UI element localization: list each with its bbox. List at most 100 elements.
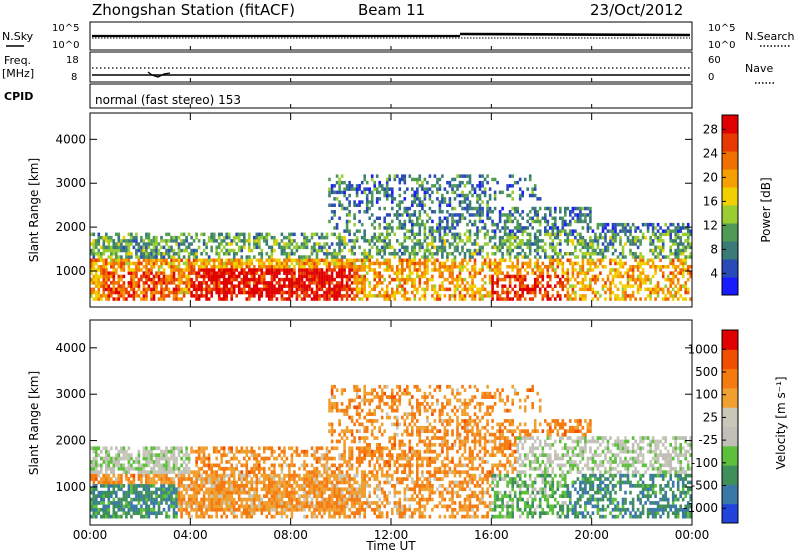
echo-cell-465 <box>165 274 168 279</box>
echo-cell-1122 <box>280 261 284 266</box>
echo-cell-128 <box>110 290 113 295</box>
echo-cell-2788 <box>506 193 509 198</box>
echo-cell-1400 <box>325 232 329 237</box>
echo-cell-1742 <box>370 287 374 292</box>
echo-cell-725 <box>210 235 213 240</box>
echo-cell-3392 <box>601 284 605 288</box>
echo-cell-224 <box>125 477 128 481</box>
echo-cell-922 <box>245 277 249 282</box>
echo-cell-3282 <box>581 255 585 259</box>
echo-cell-673 <box>202 277 206 282</box>
echo-cell-110 <box>105 446 108 451</box>
echo-cell-2865 <box>516 226 519 230</box>
echo-cell-3200 <box>569 261 572 266</box>
echo-cell-2963 <box>531 271 534 275</box>
echo-cell-710 <box>207 239 211 243</box>
echo-cell-874 <box>230 456 233 461</box>
echo-cell-446 <box>162 294 166 298</box>
echo-cell-578 <box>185 281 188 285</box>
echo-cell-739 <box>210 504 213 509</box>
echo-cell-126 <box>107 460 111 464</box>
echo-cell-2422 <box>458 284 462 288</box>
echo-cell-699 <box>207 297 211 301</box>
echo-cell-2250 <box>436 197 439 201</box>
echo-cell-945 <box>248 242 251 246</box>
echo-cell-2399 <box>453 184 457 188</box>
echo-cell-654 <box>197 265 201 269</box>
echo-cell-1906 <box>393 297 397 301</box>
echo-cell-3068 <box>546 232 550 237</box>
echo-cell-1515 <box>340 271 344 275</box>
echo-cell-234 <box>127 284 131 288</box>
echo-cell-2825 <box>511 229 514 233</box>
echo-cell-2362 <box>451 261 454 266</box>
echo-cell-865 <box>230 494 233 498</box>
echo-cell-1961 <box>401 274 404 279</box>
echo-cell-345 <box>145 460 148 464</box>
echo-cell-1429 <box>330 258 334 262</box>
echo-cell-2136 <box>421 206 424 211</box>
echo-cell-2066 <box>413 252 417 256</box>
echo-cell-144 <box>112 507 116 512</box>
echo-cell-1098 <box>275 261 279 266</box>
echo-cell-1799 <box>378 261 381 266</box>
echo-cell-1512 <box>340 281 344 285</box>
echo-cell-77 <box>102 294 106 298</box>
echo-cell-3766 <box>674 229 677 233</box>
echo-cell-1725 <box>368 284 371 288</box>
echo-cell-1819 <box>380 248 384 253</box>
echo-cell-1471 <box>335 258 339 262</box>
echo-cell-258 <box>130 252 133 256</box>
echo-cell-2768 <box>503 222 507 227</box>
echo-cell-1307 <box>310 232 314 237</box>
echo-cell-1199 <box>293 265 296 269</box>
echo-cell-1928 <box>396 239 399 243</box>
echo-cell-2361 <box>451 265 454 269</box>
echo-cell-17 <box>92 281 96 285</box>
echo-cell-3617 <box>646 294 650 298</box>
echo-cell-2217 <box>431 226 434 230</box>
echo-cell-261 <box>130 235 133 240</box>
echo-cell-2996 <box>536 281 539 285</box>
echo-cell-2666 <box>488 193 492 198</box>
echo-cell-1001 <box>258 239 261 243</box>
echo-cell-988 <box>258 294 261 298</box>
echo-cell-1868 <box>385 177 389 182</box>
echo-cell-3578 <box>636 261 640 266</box>
echo-cell-866 <box>230 490 233 495</box>
echo-cell-3559 <box>634 297 637 301</box>
echo-cell-930 <box>248 297 251 301</box>
echo-cell-2307 <box>443 261 447 266</box>
echo-cell-636 <box>192 487 196 492</box>
echo-cell-169 <box>115 456 118 461</box>
echo-cell-2185 <box>426 190 429 195</box>
echo-cell-1924 <box>396 271 399 275</box>
echo-cell-467 <box>165 258 168 262</box>
echo-cell-3579 <box>636 255 640 259</box>
echo-cell-3251 <box>576 216 580 220</box>
power-colorbar-swatch-2 <box>722 241 738 260</box>
echo-cell-2713 <box>496 268 499 272</box>
echo-cell-3360 <box>594 277 597 282</box>
echo-cell-67 <box>100 497 103 502</box>
echo-cell-497 <box>170 497 173 502</box>
echo-cell-29 <box>92 239 96 243</box>
echo-cell-2145 <box>423 287 427 292</box>
echo-cell-356 <box>147 490 151 495</box>
echo-cell-2687 <box>493 281 497 285</box>
echo-cell-682 <box>202 239 206 243</box>
echo-cell-2095 <box>416 193 419 198</box>
echo-cell-2053 <box>411 187 414 191</box>
echo-cell-250 <box>130 284 133 288</box>
echo-cell-3355 <box>591 239 595 243</box>
echo-cell-2700 <box>493 206 497 211</box>
echo-cell-1583 <box>348 229 351 233</box>
echo-cell-690 <box>200 446 203 451</box>
echo-cell-3750 <box>671 239 675 243</box>
echo-cell-3133 <box>556 232 560 237</box>
echo-cell-2854 <box>516 271 519 275</box>
echo-cell-2815 <box>511 297 514 301</box>
echo-cell-461 <box>165 514 168 519</box>
echo-cell-1832 <box>383 252 386 256</box>
echo-cell-379 <box>150 255 153 259</box>
